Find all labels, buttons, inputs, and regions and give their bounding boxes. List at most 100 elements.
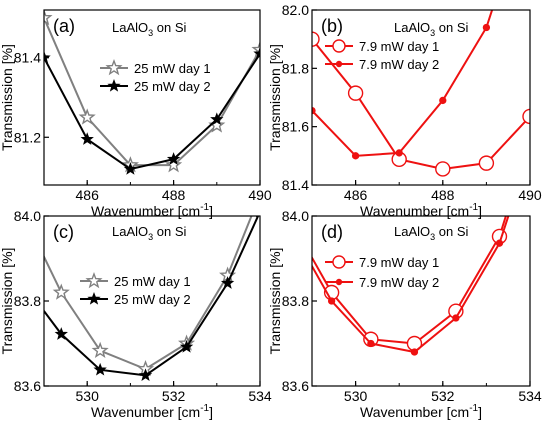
star-marker xyxy=(166,152,181,165)
star-marker xyxy=(138,368,153,382)
circle-marker xyxy=(509,200,515,206)
star-marker xyxy=(123,162,138,175)
x-tick-label: 530 xyxy=(344,388,368,404)
y-tick-label: 83.6 xyxy=(14,378,41,394)
y-tick-label: 83.6 xyxy=(282,378,309,394)
circle-marker xyxy=(351,152,360,160)
panel-tag: (d) xyxy=(321,222,343,242)
panel-c: 530 532 534 83.6 83.8 84.0 Wavenumber [cm-1] Tr… xyxy=(0,208,272,420)
legend-label: 7.9 mW day 2 xyxy=(359,275,439,290)
legend: 7.9 mW day 1 7.9 mW day 2 xyxy=(325,39,439,72)
x-tick-label: 488 xyxy=(162,187,186,203)
legend: 25 mW day 1 25 mW day 2 xyxy=(100,59,211,94)
star-marker xyxy=(253,46,260,60)
series-area xyxy=(44,216,260,382)
star-marker xyxy=(93,362,107,376)
star-marker xyxy=(210,112,224,126)
axes-frame xyxy=(311,9,531,186)
y-tick-label: 81.4 xyxy=(282,177,309,193)
series-line xyxy=(312,10,494,157)
star-marker xyxy=(44,10,53,26)
circle-marker xyxy=(482,23,491,32)
y-axis-label: Transmission [%] xyxy=(0,44,15,151)
panel-tag: (c) xyxy=(53,222,74,242)
star-marker xyxy=(179,339,194,353)
circle-marker xyxy=(410,348,419,356)
x-axis-label: Wavenumber [cm-1] xyxy=(91,202,213,219)
star-marker xyxy=(87,291,101,305)
x-tick-label: 534 xyxy=(518,388,542,404)
circle-marker xyxy=(478,155,495,171)
material-annotation: LaAlO3 on Si xyxy=(394,20,469,38)
legend-label: 25 mW day 2 xyxy=(114,292,191,307)
series-line xyxy=(312,38,530,170)
circle-marker xyxy=(452,314,460,322)
material-annotation: LaAlO3 on Si xyxy=(112,224,187,242)
legend-label: 25 mW day 1 xyxy=(134,61,211,76)
x-axis-label: Wavenumber [cm-1] xyxy=(360,403,482,420)
star-marker xyxy=(78,108,96,125)
panel-tag: (a) xyxy=(53,16,75,36)
y-tick-label: 83.8 xyxy=(14,293,41,309)
circle-marker xyxy=(347,85,364,101)
y-axis-label: Transmission [%] xyxy=(267,44,283,151)
star-marker xyxy=(165,156,183,173)
y-axis-label: Transmission [%] xyxy=(0,248,15,355)
star-marker xyxy=(80,132,94,145)
star-marker xyxy=(54,327,68,340)
material-annotation: LaAlO3 on Si xyxy=(394,224,469,242)
legend-label: 25 mW day 1 xyxy=(114,274,191,289)
y-tick-label: 83.8 xyxy=(282,293,309,309)
star-marker xyxy=(107,78,121,92)
legend-label: 7.9 mW day 1 xyxy=(359,39,439,54)
star-marker xyxy=(85,272,103,289)
circle-marker xyxy=(395,149,403,157)
x-axis-label: Wavenumber [cm-1] xyxy=(360,202,482,219)
y-tick-label: 82.0 xyxy=(282,2,309,18)
circle-marker xyxy=(335,278,343,286)
star-marker xyxy=(52,283,70,300)
circle-marker xyxy=(312,31,320,47)
x-tick-label: 486 xyxy=(344,187,368,203)
circle-marker xyxy=(435,161,451,177)
series-area xyxy=(312,200,515,356)
panel-a: 486 488 490 81.2 81.4 Wavenumber [cm-1] Transm… xyxy=(0,9,272,219)
star-marker xyxy=(91,341,109,359)
circle-marker xyxy=(495,239,504,247)
legend-label: 7.9 mW day 2 xyxy=(359,57,439,72)
y-tick-label: 84.0 xyxy=(282,208,309,224)
x-tick-label: 534 xyxy=(248,388,272,404)
y-tick-label: 81.2 xyxy=(14,129,41,145)
legend: 7.9 mW day 1 7.9 mW day 2 xyxy=(325,255,439,290)
material-annotation: LaAlO3 on Si xyxy=(112,20,187,38)
panel-d: 530 532 534 83.6 83.8 84.0 Wavenumber [cm-1] Tr… xyxy=(267,200,542,420)
series-line xyxy=(44,53,260,171)
y-tick-label: 81.4 xyxy=(14,50,41,66)
x-tick-label: 488 xyxy=(431,187,455,203)
star-marker xyxy=(220,276,235,289)
legend-label: 25 mW day 2 xyxy=(134,79,211,94)
x-tick-label: 530 xyxy=(76,388,100,404)
y-tick-label: 84.0 xyxy=(14,208,41,224)
x-tick-label: 490 xyxy=(248,187,272,203)
y-tick-label: 81.8 xyxy=(282,60,309,76)
series-area xyxy=(44,10,260,175)
circle-marker xyxy=(439,96,447,105)
series-area xyxy=(312,10,530,177)
circle-marker xyxy=(332,255,346,269)
x-tick-label: 532 xyxy=(162,388,186,404)
circle-marker xyxy=(367,339,375,348)
x-axis-label: Wavenumber [cm-1] xyxy=(91,403,213,420)
x-tick-label: 486 xyxy=(76,187,100,203)
circle-marker xyxy=(522,108,530,125)
star-marker xyxy=(255,216,259,218)
circle-marker xyxy=(335,60,343,68)
x-tick-label: 490 xyxy=(518,187,542,203)
legend: 25 mW day 1 25 mW day 2 xyxy=(80,272,191,307)
panel-tag: (b) xyxy=(321,16,343,36)
y-axis-label: Transmission [%] xyxy=(267,248,283,355)
panel-b: 486 488 490 81.4 81.6 81.8 82.0 Wavenumber [cm-… xyxy=(267,2,542,219)
axes-frame xyxy=(43,9,261,186)
circle-marker xyxy=(332,39,346,53)
